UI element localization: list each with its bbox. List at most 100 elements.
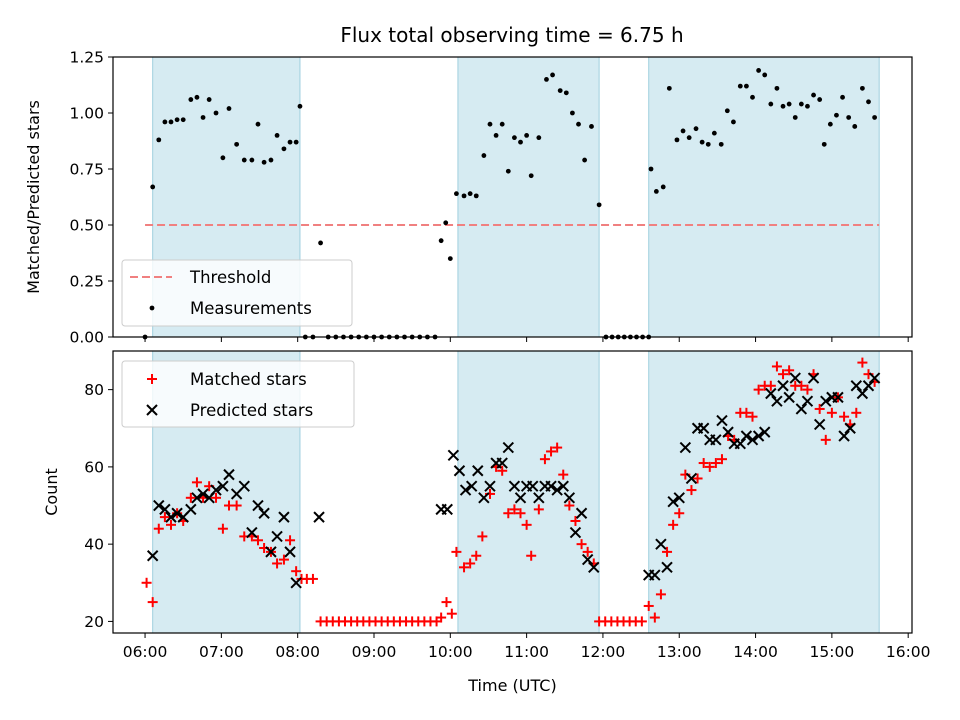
- measurement-point: [648, 166, 654, 172]
- predicted-star-point: [514, 492, 527, 504]
- chart-title: Flux total observing time = 6.75 h: [340, 23, 683, 47]
- predicted-star-point: [746, 434, 759, 446]
- predicted-star-point: [771, 395, 783, 407]
- matched-star-point: [503, 508, 514, 519]
- predicted-star-point: [667, 495, 679, 508]
- measurement-point: [473, 193, 479, 199]
- measurement-point: [281, 146, 287, 152]
- matched-star-point: [704, 461, 715, 472]
- measurement-point: [536, 135, 542, 141]
- measurement-point: [512, 135, 517, 141]
- measurement-point: [872, 115, 878, 120]
- matched-star-point: [771, 361, 782, 372]
- predicted-star-point: [679, 441, 692, 454]
- predicted-star-point: [832, 391, 844, 404]
- measurement-point: [768, 101, 774, 107]
- measurement-point: [220, 155, 226, 161]
- measurement-point: [524, 133, 530, 138]
- predicted-star-point: [716, 414, 728, 427]
- predicted-star-point: [290, 577, 302, 589]
- matched-star-point: [814, 403, 825, 414]
- matched-star-point: [698, 458, 709, 469]
- matched-star-point: [441, 597, 452, 608]
- predicted-star-point: [171, 507, 183, 519]
- measurement-point: [792, 115, 798, 120]
- predicted-star-point: [557, 480, 569, 492]
- bottom-observing-window-3: [648, 350, 880, 634]
- measurement-point: [447, 256, 453, 261]
- matched-star-point: [753, 384, 764, 395]
- predicted-star-point: [685, 472, 698, 485]
- measurement-point: [718, 141, 724, 147]
- predicted-star-point: [278, 511, 290, 523]
- predicted-star-point: [783, 391, 795, 404]
- predicted-star-point: [441, 503, 453, 516]
- matched-star-point: [570, 515, 581, 526]
- measurement-point: [705, 141, 711, 147]
- matched-star-point: [662, 546, 673, 557]
- predicted-star-point: [752, 430, 765, 442]
- matched-star-point: [674, 508, 685, 519]
- predicted-star-point: [862, 380, 875, 392]
- predicted-star-point: [197, 488, 209, 500]
- x-tick-label: 11:00: [504, 643, 549, 661]
- predicted-star-point: [551, 484, 563, 496]
- measurement-point: [194, 94, 200, 100]
- x-tick-label: 16:00: [886, 643, 931, 661]
- bottom-y-tick-label: 40: [84, 536, 104, 554]
- matched-star-point: [839, 411, 850, 422]
- measurement-point: [750, 94, 755, 100]
- predicted-star-point: [813, 418, 826, 431]
- measurement-point: [249, 157, 255, 163]
- measurement-point: [499, 121, 505, 127]
- matched-star-point: [655, 589, 666, 600]
- legend-measurements-label: Measurements: [190, 299, 312, 318]
- matched-star-point: [272, 558, 283, 569]
- matched-star-point: [211, 492, 222, 503]
- measurement-point: [653, 189, 659, 194]
- legend-predicted-marker: [146, 404, 158, 416]
- matched-star-point: [686, 485, 697, 496]
- predicted-star-point: [740, 430, 753, 442]
- measurement-point: [756, 68, 762, 73]
- top-plot-frame: [112, 56, 913, 338]
- predicted-star-point: [153, 499, 165, 512]
- predicted-star-point: [258, 507, 270, 519]
- bottom-legend: Matched stars Predicted stars: [121, 360, 355, 428]
- predicted-star-point: [801, 395, 814, 407]
- measurement-point: [518, 139, 523, 145]
- measurement-point: [570, 110, 575, 116]
- measurement-point: [443, 220, 449, 226]
- measurement-point: [582, 157, 588, 163]
- top-y-tick-label: 1.25: [69, 49, 104, 67]
- measurement-point: [162, 119, 168, 125]
- matched-star-point: [252, 535, 263, 546]
- matched-star-point: [477, 531, 488, 542]
- bottom-plot-frame: [112, 350, 913, 634]
- x-tick-label: 10:00: [428, 643, 473, 661]
- predicted-star-point: [856, 387, 869, 400]
- measurement-point: [666, 85, 672, 91]
- matched-star-point: [451, 546, 462, 557]
- predicted-star-point: [795, 403, 808, 415]
- matched-star-point: [307, 573, 318, 584]
- measurement-point: [241, 157, 247, 163]
- matched-star-point: [278, 554, 289, 565]
- x-tick-label: 09:00: [352, 643, 397, 661]
- measurement-point: [261, 159, 267, 165]
- measurement-point: [780, 103, 786, 109]
- measurement-point: [827, 121, 833, 127]
- matched-star-point: [552, 442, 563, 453]
- matched-star-point: [576, 539, 587, 550]
- measurement-point: [798, 101, 804, 107]
- measurement-point: [821, 141, 827, 147]
- measurement-point: [213, 110, 219, 116]
- bottom-panel: 06:00 07:00 08:00 09:00 10:00 11:00 12:00 13:00…: [42, 350, 931, 695]
- predicted-star-point: [722, 426, 734, 438]
- matched-star-point: [636, 616, 647, 627]
- predicted-star-point: [838, 430, 850, 442]
- predicted-star-point: [478, 492, 490, 504]
- measurement-point: [563, 90, 569, 96]
- bottom-legend-box: [121, 360, 355, 428]
